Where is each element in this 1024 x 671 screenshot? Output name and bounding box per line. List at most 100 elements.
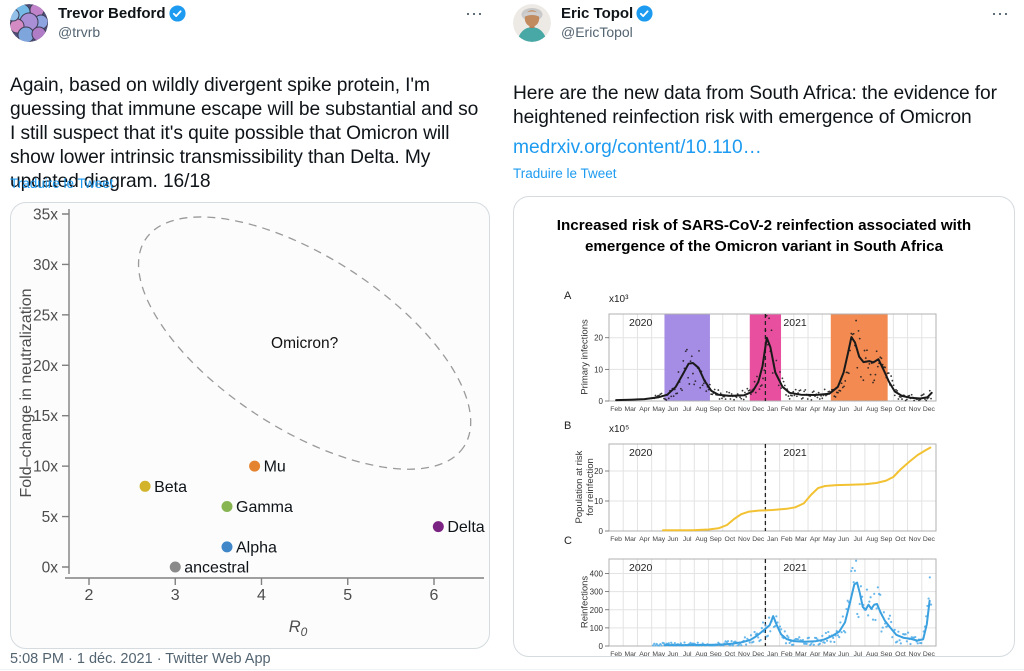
- svg-text:Nov: Nov: [909, 406, 922, 413]
- svg-text:Mar: Mar: [624, 651, 636, 657]
- svg-text:200: 200: [590, 606, 604, 615]
- svg-text:May: May: [823, 651, 836, 657]
- svg-text:Oct: Oct: [725, 406, 736, 413]
- svg-text:Jul: Jul: [683, 651, 692, 657]
- mosaic-avatar-art: [10, 4, 48, 42]
- avatar-trevor-bedford[interactable]: [10, 4, 48, 42]
- tweet-text: Again, based on wildly divergent spike p…: [10, 75, 479, 193]
- scatter-plot: 0x 5x 10x 15x 20x 25x 30x 35x 2 3 4 5 6 Fold–change i…: [11, 203, 489, 648]
- svg-text:Jul: Jul: [683, 536, 692, 543]
- svg-text:2: 2: [85, 587, 94, 604]
- svg-text:Apr: Apr: [810, 536, 821, 543]
- more-options-icon[interactable]: ⋯: [465, 4, 484, 24]
- user-handle[interactable]: @trvrb: [58, 24, 101, 40]
- svg-text:Aug: Aug: [695, 536, 707, 543]
- svg-text:100: 100: [590, 624, 604, 633]
- svg-text:Sep: Sep: [880, 536, 892, 543]
- svg-text:Feb: Feb: [781, 406, 793, 413]
- svg-text:Sep: Sep: [880, 406, 892, 413]
- svg-text:400: 400: [590, 570, 604, 579]
- svg-text:6: 6: [430, 587, 439, 604]
- svg-text:Oct: Oct: [895, 651, 906, 657]
- tweet-left: Trevor Bedford @trvrb ⋯ Again, based on …: [10, 0, 490, 671]
- svg-text:Mar: Mar: [624, 536, 636, 543]
- tweet-right: Eric Topol @EricTopol ⋯ Here are the new…: [513, 0, 1015, 671]
- display-name[interactable]: Eric Topol: [561, 5, 634, 22]
- user-handle[interactable]: @EricTopol: [561, 24, 633, 40]
- bottom-divider: [0, 669, 1024, 670]
- svg-text:Mar: Mar: [795, 651, 807, 657]
- svg-text:20: 20: [594, 467, 603, 476]
- svg-text:Dec: Dec: [752, 536, 765, 543]
- svg-text:Apr: Apr: [810, 651, 821, 657]
- medrxiv-link[interactable]: medrxiv.org/content/10.110…: [513, 137, 762, 158]
- svg-text:Mar: Mar: [795, 406, 807, 413]
- svg-text:Fold–change in neutralization: Fold–change in neutralization: [18, 288, 35, 497]
- svg-text:Jan: Jan: [767, 651, 778, 657]
- svg-text:10: 10: [594, 497, 603, 506]
- svg-text:Dec: Dec: [923, 536, 936, 543]
- svg-text:Feb: Feb: [781, 536, 793, 543]
- figure-card[interactable]: Increased risk of SARS-CoV-2 reinfection…: [513, 196, 1015, 657]
- user-block: Eric Topol @EricTopol: [561, 5, 653, 40]
- svg-text:Sep: Sep: [710, 536, 722, 543]
- svg-text:May: May: [823, 536, 836, 543]
- svg-text:Jul: Jul: [853, 536, 862, 543]
- panel-letter-A: A: [564, 290, 572, 302]
- svg-text:20: 20: [594, 334, 603, 343]
- svg-text:Oct: Oct: [895, 406, 906, 413]
- svg-text:Aug: Aug: [866, 406, 878, 413]
- svg-text:0: 0: [599, 642, 604, 651]
- svg-text:Sep: Sep: [880, 651, 892, 657]
- user-block: Trevor Bedford @trvrb: [58, 5, 186, 40]
- svg-text:Alpha: Alpha: [236, 539, 277, 556]
- svg-text:Aug: Aug: [866, 536, 878, 543]
- svg-text:Feb: Feb: [781, 651, 793, 657]
- timestamp: 5:08 PM · 1 déc. 2021 · Twitter Web App: [10, 651, 271, 667]
- svg-text:Mar: Mar: [795, 536, 807, 543]
- svg-text:Nov: Nov: [909, 536, 922, 543]
- svg-text:0: 0: [599, 527, 604, 536]
- panel-letter-C: C: [564, 535, 572, 547]
- svg-text:Dec: Dec: [923, 651, 936, 657]
- svg-text:Sep: Sep: [710, 406, 722, 413]
- svg-text:2020: 2020: [629, 447, 653, 459]
- svg-text:x10³: x10³: [609, 294, 629, 305]
- display-name[interactable]: Trevor Bedford: [58, 5, 166, 22]
- avatar-eric-topol[interactable]: [513, 4, 551, 42]
- svg-text:Jun: Jun: [838, 651, 849, 657]
- svg-text:Mar: Mar: [624, 406, 636, 413]
- svg-text:Beta: Beta: [154, 479, 187, 496]
- svg-text:Aug: Aug: [866, 651, 878, 657]
- svg-text:0x: 0x: [42, 560, 59, 577]
- svg-text:Jun: Jun: [838, 536, 849, 543]
- translate-tweet-link[interactable]: Traduire le Tweet: [513, 166, 617, 181]
- svg-text:25x: 25x: [33, 307, 58, 324]
- svg-text:35x: 35x: [33, 206, 58, 223]
- svg-text:Jul: Jul: [683, 406, 692, 413]
- svg-text:Oct: Oct: [725, 651, 736, 657]
- diagram-card[interactable]: 0x 5x 10x 15x 20x 25x 30x 35x 2 3 4 5 6 Fold–change i…: [10, 202, 490, 649]
- svg-text:May: May: [652, 536, 665, 543]
- svg-text:Sep: Sep: [710, 651, 722, 657]
- translate-tweet-link[interactable]: Traduire le Tweet: [10, 176, 114, 191]
- svg-text:May: May: [652, 651, 665, 657]
- tweet-text: Here are the new data from South Africa:…: [513, 83, 997, 129]
- svg-text:Omicron?: Omicron?: [271, 335, 339, 352]
- svg-text:Jun: Jun: [667, 406, 678, 413]
- svg-text:10x: 10x: [33, 459, 58, 476]
- svg-text:5x: 5x: [42, 509, 59, 526]
- svg-text:Jan: Jan: [767, 536, 778, 543]
- figure-title: Increased risk of SARS-CoV-2 reinfection…: [556, 217, 972, 255]
- svg-text:Mu: Mu: [264, 459, 286, 476]
- svg-text:2021: 2021: [783, 562, 807, 574]
- more-options-icon[interactable]: ⋯: [991, 4, 1010, 24]
- svg-text:May: May: [652, 406, 665, 413]
- svg-text:ancestral: ancestral: [184, 560, 249, 577]
- svg-text:Feb: Feb: [610, 651, 622, 657]
- verified-badge-icon: [168, 5, 186, 22]
- svg-text:Oct: Oct: [725, 536, 736, 543]
- svg-text:Aug: Aug: [695, 406, 707, 413]
